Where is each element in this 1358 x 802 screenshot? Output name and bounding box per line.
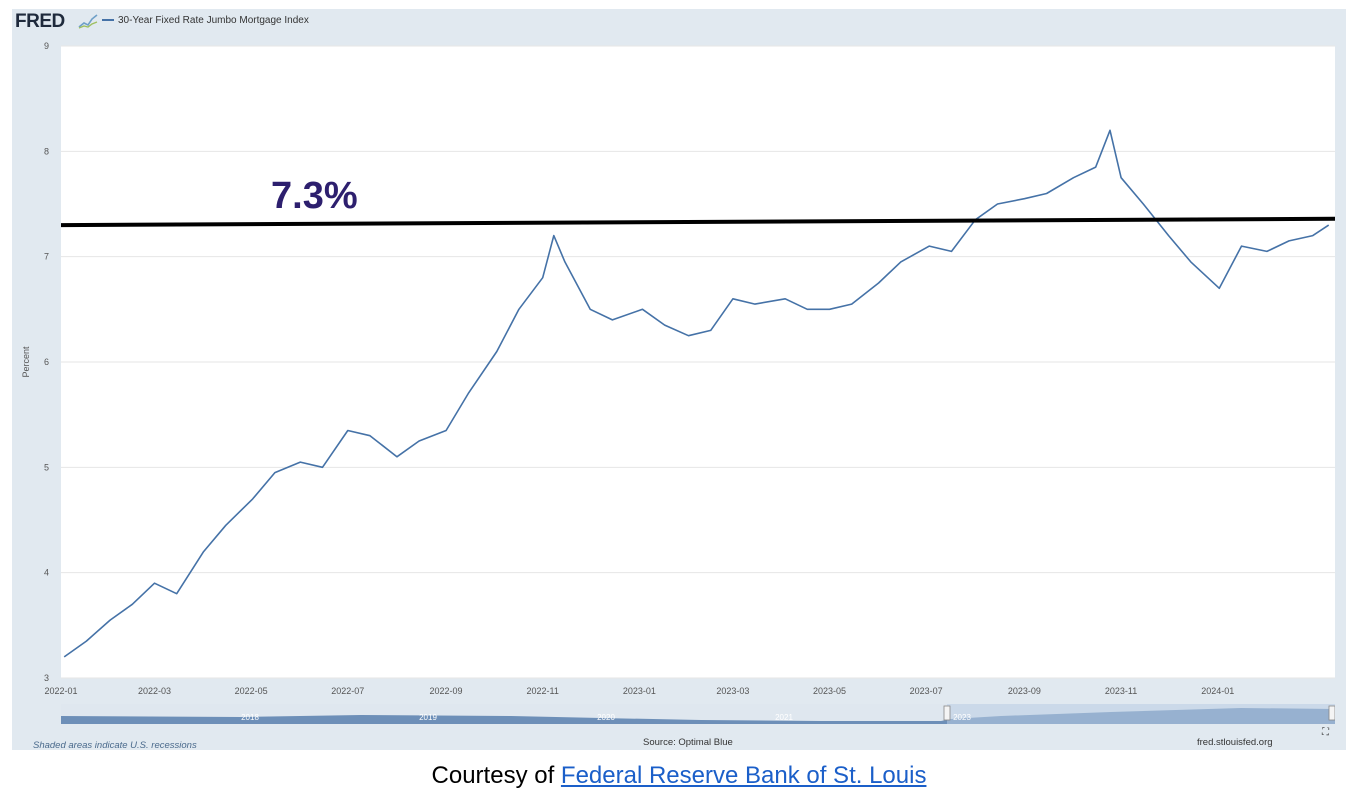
y-tick-label: 9	[44, 41, 49, 51]
series-legend: 30-Year Fixed Rate Jumbo Mortgage Index	[102, 15, 309, 26]
y-axis-ticks: 3 4 5 6 7 8 9	[44, 41, 49, 683]
y-axis-label: Percent	[21, 346, 31, 378]
y-tick-label: 7	[44, 252, 49, 262]
recession-note: Shaded areas indicate U.S. recessions	[33, 740, 197, 751]
courtesy-caption: Courtesy of Federal Reserve Bank of St. …	[0, 762, 1358, 790]
fred-logo-graph-icon	[78, 14, 98, 29]
fed-link[interactable]: Federal Reserve Bank of St. Louis	[560, 762, 927, 789]
x-tick-label: 2022-11	[527, 686, 559, 696]
x-tick-label: 2023-01	[623, 686, 656, 696]
x-tick-label: 2023-03	[716, 686, 749, 696]
grid-lines	[61, 45, 1335, 679]
reference-line-label: 7.3%	[271, 175, 358, 217]
reference-line	[60, 216, 1336, 228]
x-tick-label: 2023-07	[910, 686, 943, 696]
x-tick-label: 2022-09	[430, 686, 463, 696]
reference-layer	[60, 216, 1336, 228]
x-tick-label: 2022-01	[44, 686, 77, 696]
range-navigator[interactable]	[61, 704, 1335, 724]
source-note: Source: Optimal Blue	[643, 737, 733, 748]
fullscreen-icon[interactable]: ⛶	[1322, 727, 1329, 738]
y-tick-label: 3	[44, 673, 49, 683]
x-tick-label: 2022-05	[235, 686, 268, 696]
y-tick-label: 6	[44, 357, 49, 367]
x-tick-label: 2023-09	[1008, 686, 1041, 696]
x-axis-ticks: 2022-01 2022-03 2022-05 2022-07 2022-09 2022-…	[44, 686, 1234, 696]
x-tick-label: 2022-03	[138, 686, 171, 696]
series-line	[63, 129, 1330, 658]
courtesy-prefix: Courtesy of	[431, 762, 561, 789]
x-tick-label: 2024-01	[1201, 686, 1234, 696]
y-tick-label: 8	[44, 146, 49, 156]
series-layer	[63, 129, 1330, 658]
site-url[interactable]: fred.stlouisfed.org	[1197, 737, 1273, 748]
x-tick-label: 2023-11	[1105, 686, 1137, 696]
y-tick-label: 5	[44, 462, 49, 472]
x-tick-label: 2022-07	[331, 686, 364, 696]
legend-line-swatch	[102, 19, 114, 22]
y-tick-label: 4	[44, 568, 49, 578]
legend-label: 30-Year Fixed Rate Jumbo Mortgage Index	[118, 15, 309, 26]
x-tick-label: 2023-05	[813, 686, 846, 696]
fred-logo[interactable]: FRED	[15, 11, 65, 32]
